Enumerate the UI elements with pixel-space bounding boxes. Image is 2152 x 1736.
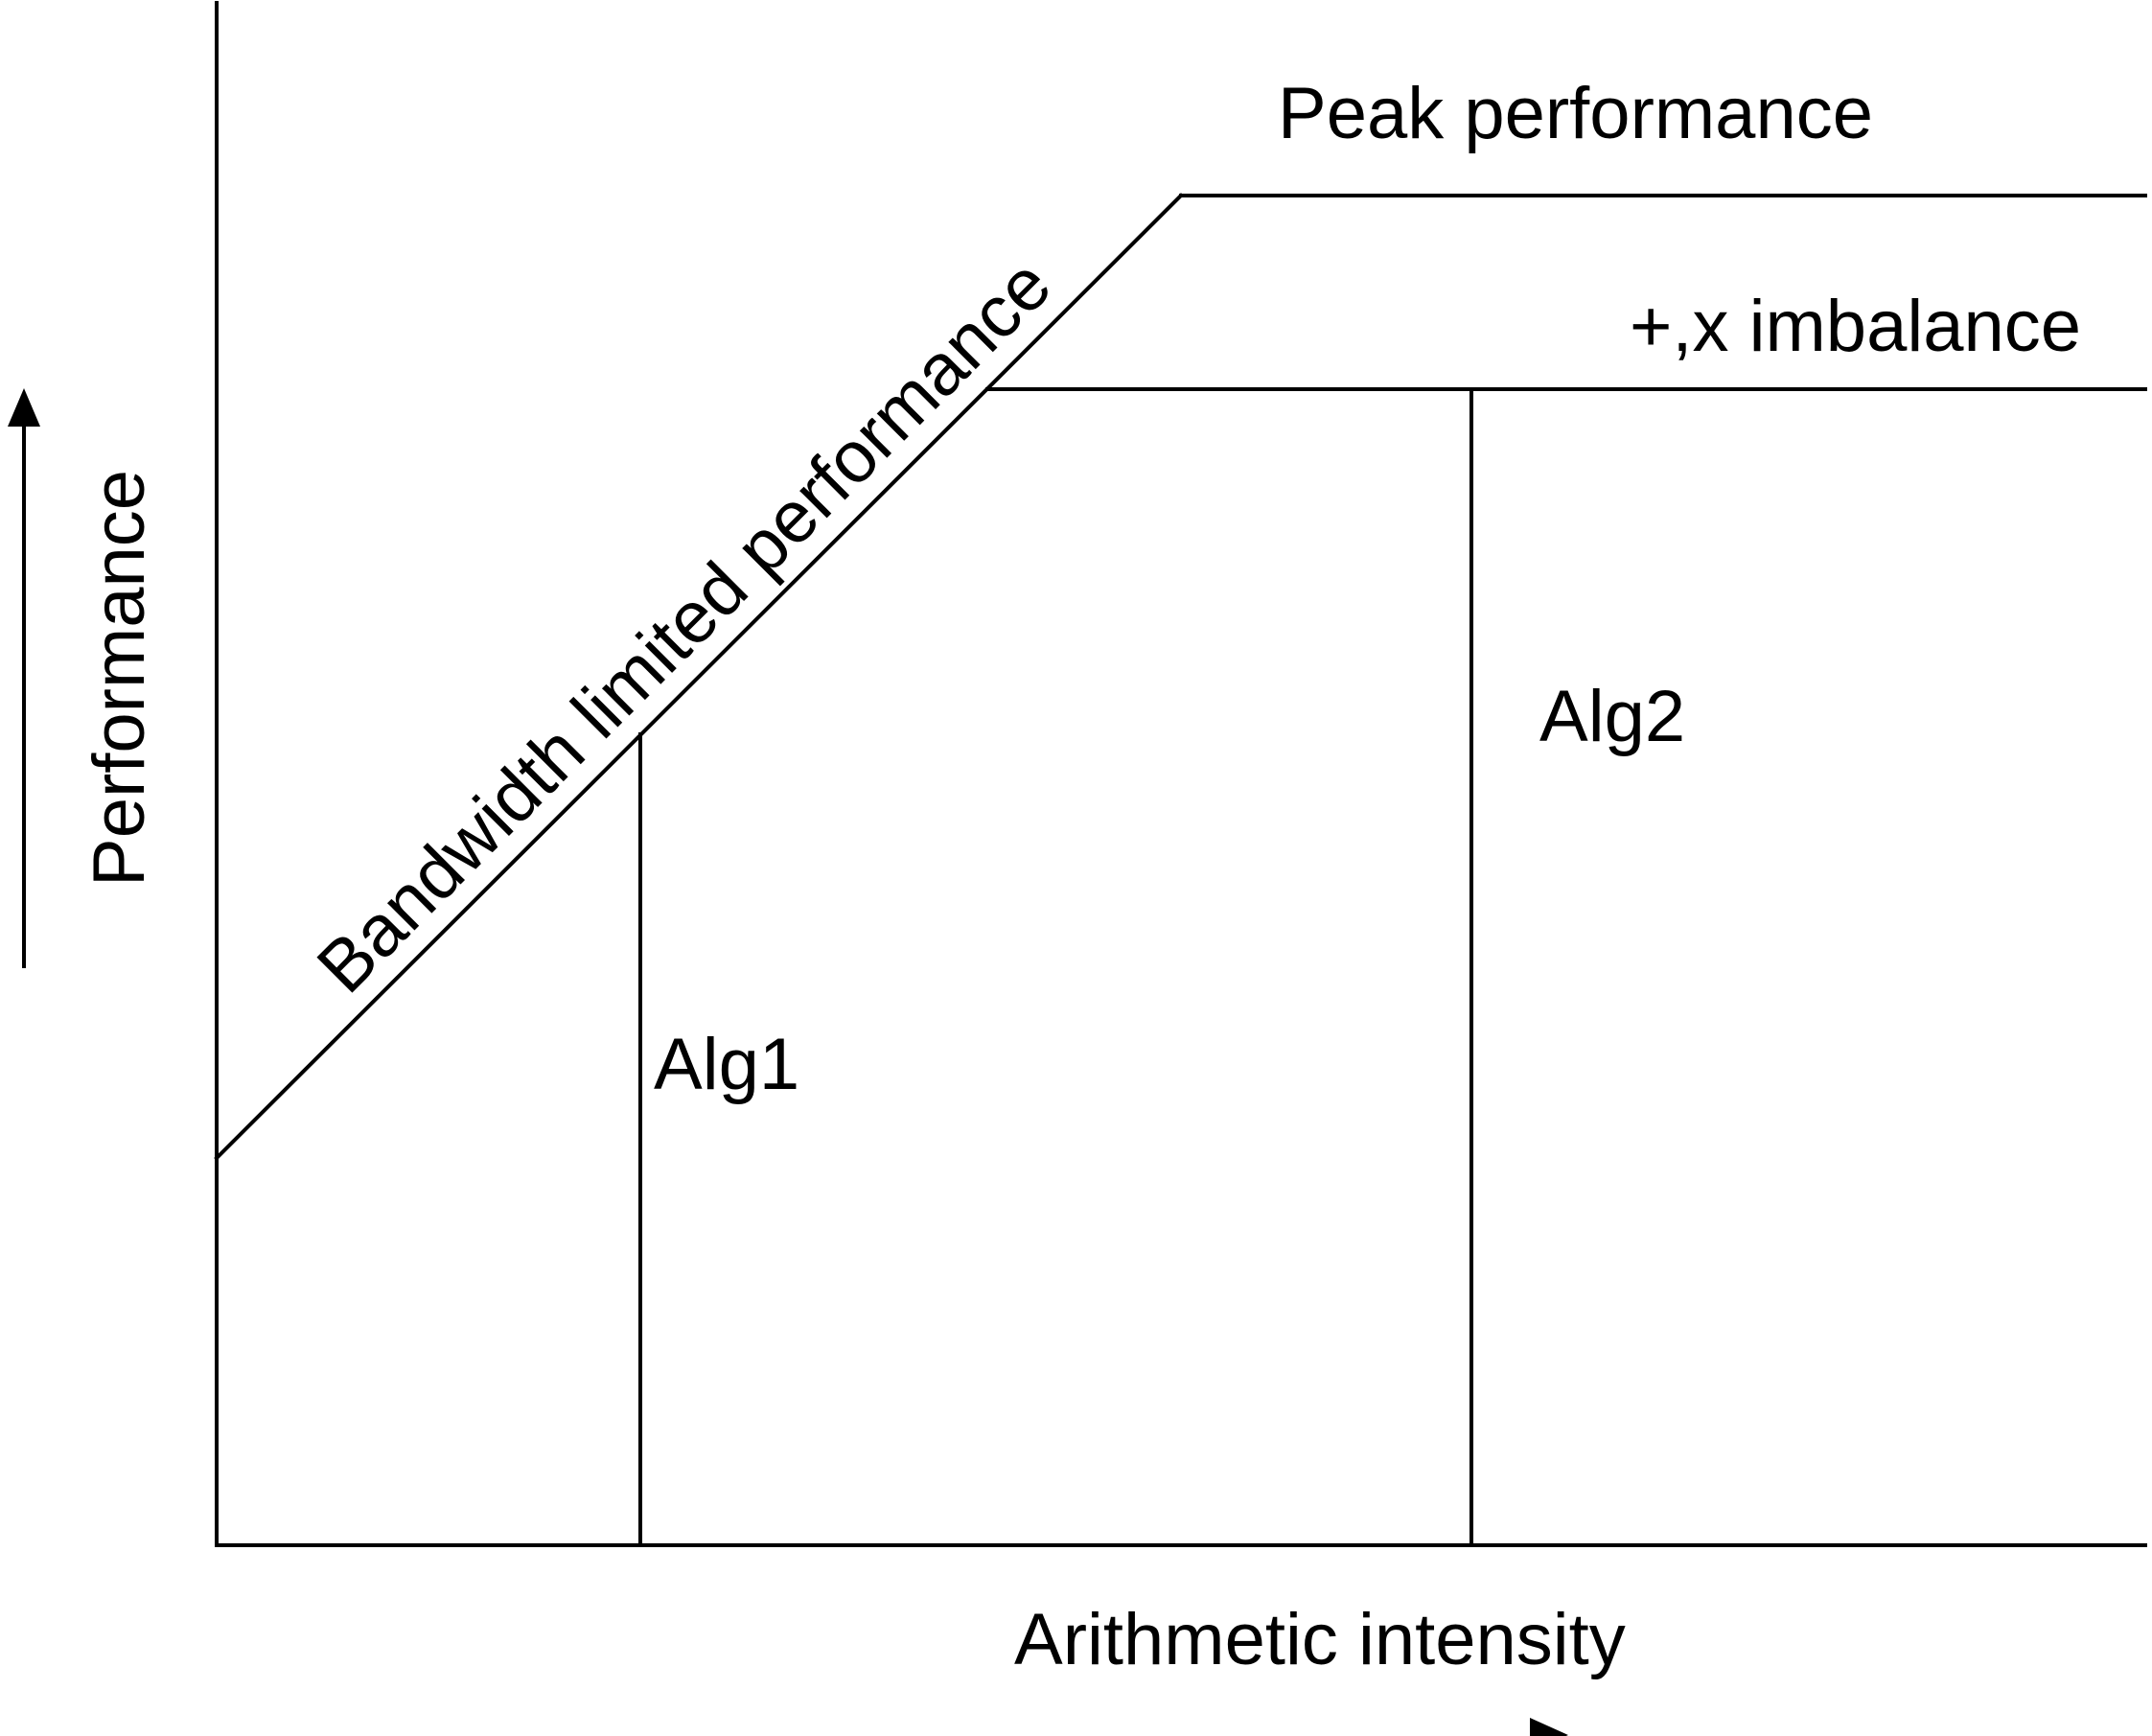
alg2-label: Alg2 (1539, 676, 1685, 757)
x-axis-label: Arithmetic intensity (1014, 1599, 1626, 1680)
bandwidth-roof-line (214, 193, 1184, 1161)
peak-performance-label: Peak performance (1278, 73, 1873, 154)
y-arrowhead (8, 388, 40, 427)
y-axis-label: Performance (79, 470, 160, 887)
x-arrowhead (1530, 1718, 1568, 1736)
imbalance-label: +,x imbalance (1630, 286, 2081, 367)
bandwidth-label: Bandwidth limited performance (302, 243, 1067, 1008)
alg1-label: Alg1 (654, 1024, 799, 1105)
